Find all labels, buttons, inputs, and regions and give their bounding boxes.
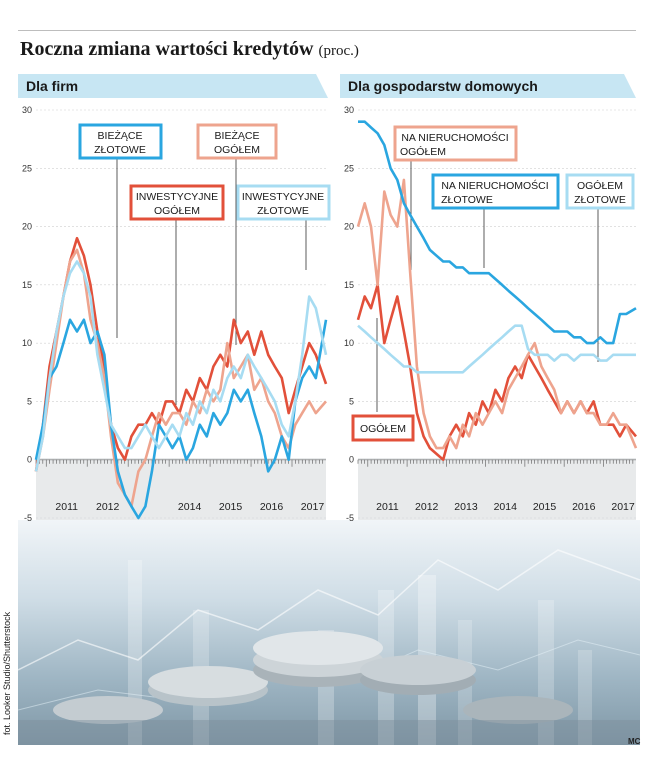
title-main: Roczna zmiana wartości kredytów [20, 38, 314, 60]
top-rule [18, 30, 636, 31]
y-tick-label: 30 [22, 105, 32, 115]
series-line [358, 120, 637, 345]
series-line [34, 260, 328, 472]
annotation-biezace-zlotowe: BIEŻĄCE ZŁOTOWE [78, 123, 163, 160]
panel-title-households: Dla gospodarstw domowych [348, 78, 538, 94]
y-tick-label: 10 [22, 338, 32, 348]
coins-illustration [18, 549, 640, 745]
annotation-biezace-ogolem: BIEŻĄCE OGÓŁEM [196, 123, 278, 160]
x-tick-label: 2015 [219, 501, 243, 513]
annotation-ogolem: OGÓŁEM [351, 414, 415, 442]
svg-text:OGÓŁEM: OGÓŁEM [577, 179, 623, 192]
chart-title: Roczna zmiana wartości kredytów (proc.) [20, 38, 359, 61]
gridlines-firms [36, 109, 326, 519]
svg-text:OGÓŁEM: OGÓŁEM [154, 204, 200, 217]
annotation-ogolem-zlotowe: OGÓŁEM ZŁOTOWE [565, 173, 635, 210]
x-tick-label: 2015 [533, 501, 557, 513]
svg-text:INWESTYCYJNE: INWESTYCYJNE [136, 191, 218, 203]
y-tick-label: 15 [344, 280, 354, 290]
y-tick-label: 5 [349, 396, 354, 406]
y-tick-label: 0 [349, 455, 354, 465]
svg-text:NA NIERUCHOMOŚCI: NA NIERUCHOMOŚCI [401, 131, 508, 144]
y-ticks-firms: -5 0 5 10 15 20 25 30 [22, 105, 32, 523]
x-axis-band-firms [36, 458, 326, 520]
y-tick-label: 0 [27, 455, 32, 465]
svg-text:ZŁOTOWE: ZŁOTOWE [257, 205, 309, 217]
series-lines-firms [34, 236, 328, 520]
x-tick-label: 2011 [376, 501, 399, 513]
y-tick-label: 25 [22, 163, 32, 173]
y-ticks-households: -5 0 5 10 15 20 25 30 [344, 105, 354, 523]
leader-lines-firms [116, 158, 307, 405]
title-unit: (proc.) [318, 43, 359, 59]
x-tick-label: 2014 [178, 501, 202, 513]
x-axis-band-households [358, 458, 636, 520]
x-tick-label: 2017 [611, 501, 635, 513]
y-tick-label: 20 [22, 222, 32, 232]
svg-text:ZŁOTOWE: ZŁOTOWE [574, 194, 626, 206]
y-tick-label: 10 [344, 338, 354, 348]
y-tick-label: 20 [344, 222, 354, 232]
x-tick-label: 2016 [572, 501, 596, 513]
panel-title-firms: Dla firm [26, 78, 79, 94]
y-tick-label: 5 [27, 396, 32, 406]
svg-text:NA NIERUCHOMOŚCI: NA NIERUCHOMOŚCI [441, 179, 548, 192]
series-lines-households [356, 120, 638, 462]
svg-text:OGÓŁEM: OGÓŁEM [360, 422, 406, 435]
x-ticks-firms: 2011 2012 2014 2015 2016 2017 [35, 459, 325, 513]
x-tick-label: 2016 [260, 501, 284, 513]
panel-header-firms: Dla firm [18, 74, 328, 98]
x-tick-label: 2017 [301, 501, 325, 513]
svg-text:BIEŻĄCE: BIEŻĄCE [215, 129, 260, 142]
author-initials: MC [628, 737, 641, 746]
annotation-inwestycyjne-ogolem: INWESTYCYJNE OGÓŁEM [129, 184, 225, 221]
series-line [357, 324, 636, 374]
annotation-nieruchomosci-zlotowe: NA NIERUCHOMOŚCI ZŁOTOWE [431, 173, 560, 210]
x-tick-label: 2014 [494, 501, 518, 513]
svg-text:OGÓŁEM: OGÓŁEM [214, 143, 260, 156]
x-tick-label: 2012 [96, 501, 120, 513]
y-tick-label: 25 [344, 163, 354, 173]
x-tick-label: 2013 [454, 501, 478, 513]
series-line [356, 178, 638, 450]
y-tick-label: -5 [24, 513, 32, 523]
panel-header-households: Dla gospodarstw domowych [340, 74, 636, 98]
y-tick-label: 15 [22, 280, 32, 290]
x-tick-label: 2011 [55, 501, 78, 513]
svg-text:INWESTYCYJNE: INWESTYCYJNE [242, 191, 324, 203]
svg-text:BIEŻĄCE: BIEŻĄCE [98, 129, 143, 142]
svg-text:OGÓŁEM: OGÓŁEM [400, 145, 446, 158]
annotation-inwestycyjne-zlotowe: INWESTYCYJNE ZŁOTOWE [236, 184, 331, 221]
svg-text:ZŁOTOWE: ZŁOTOWE [441, 194, 493, 206]
x-ticks-households: 2011 2012 2013 2014 2015 2016 2017 [357, 459, 635, 513]
y-tick-label: 30 [344, 105, 354, 115]
annotation-nieruchomosci-ogolem: NA NIERUCHOMOŚCI OGÓŁEM [393, 125, 518, 162]
y-tick-label: -5 [346, 513, 354, 523]
x-tick-label: 2012 [415, 501, 439, 513]
svg-text:ZŁOTOWE: ZŁOTOWE [94, 144, 146, 156]
background-photo [18, 520, 640, 745]
